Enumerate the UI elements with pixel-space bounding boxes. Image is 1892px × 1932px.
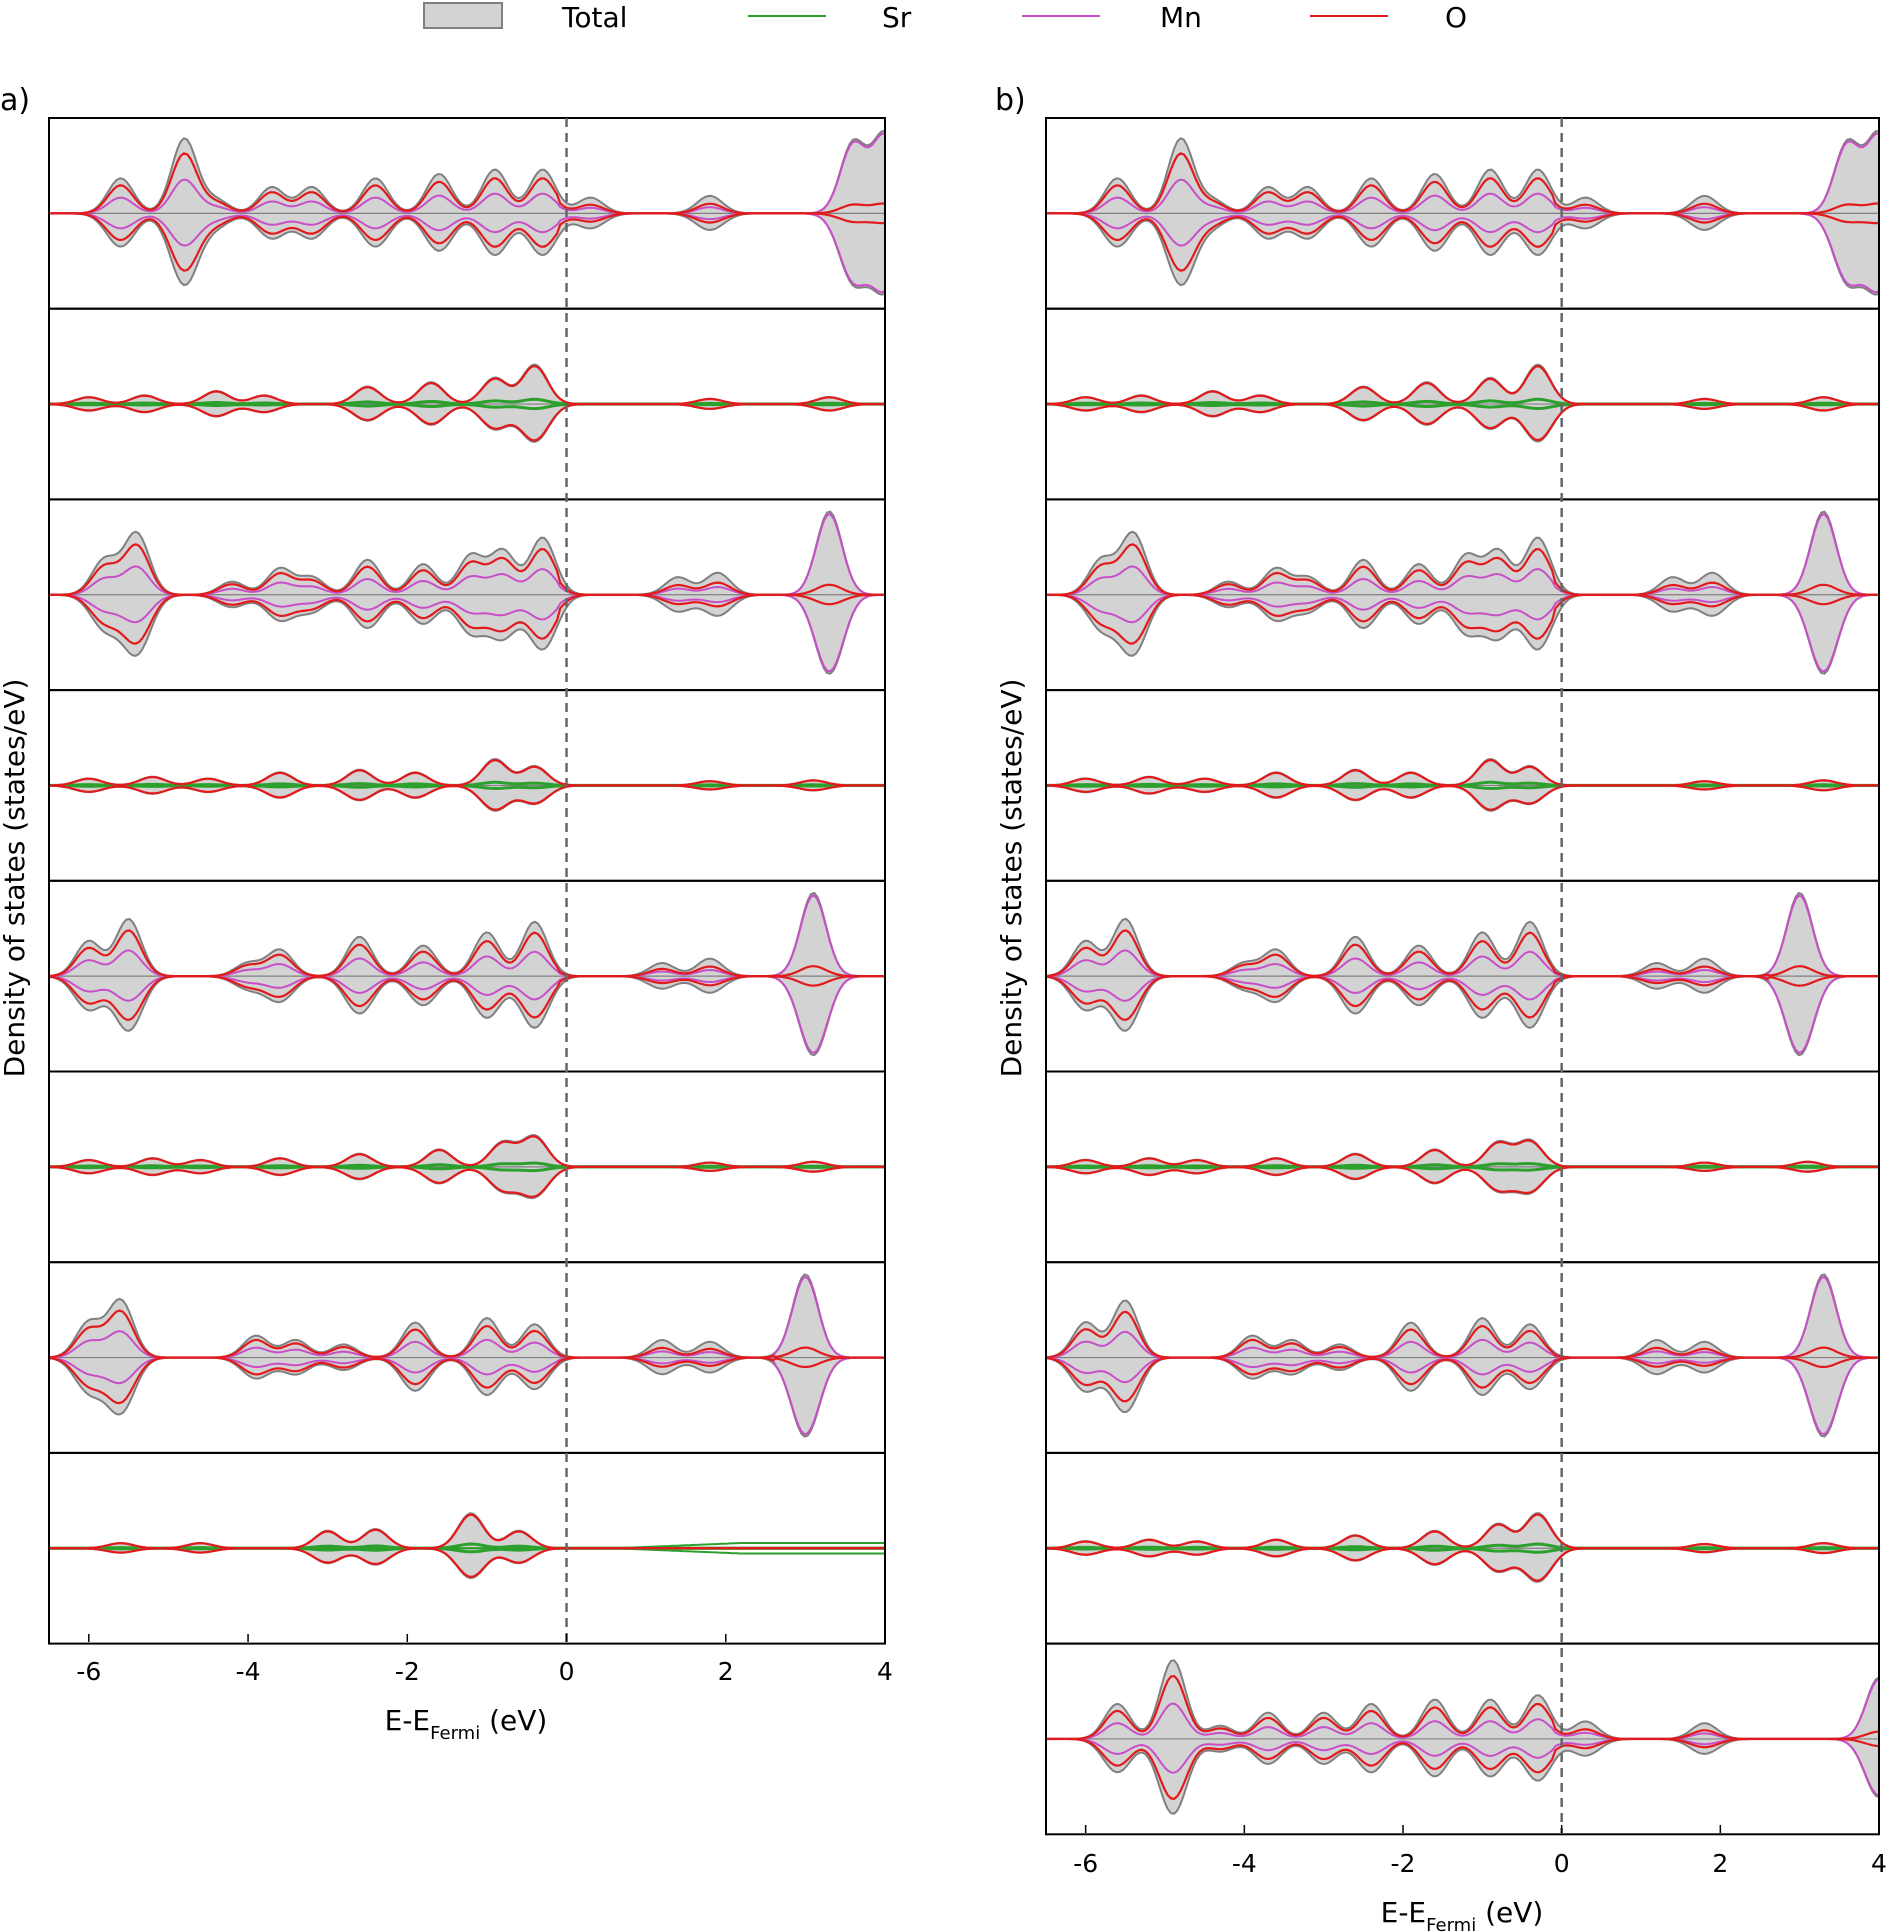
panel-a-xlabel-main: E-E — [385, 1704, 431, 1737]
panel-b-subplot-4-o-down — [1046, 784, 1879, 811]
panel-a-subplot-4-o-up — [49, 758, 885, 787]
panel-a-xlabel-sub: Fermi — [430, 1723, 480, 1744]
panel-b-subplot-2 — [1045, 307, 1880, 501]
panel-a-subplot-2-o-up — [49, 364, 885, 406]
panel-a-subplot-8 — [48, 1451, 886, 1645]
panel-b-ylabel: Density of states (states/eV) — [995, 679, 1028, 1078]
panel-b-xtick-label: -4 — [1232, 1849, 1257, 1878]
panel-a-subplot-7-total-area — [49, 1273, 885, 1438]
panel-b-subplot-6-o-up — [1046, 1139, 1879, 1168]
panel-a-xlabel-unit: (eV) — [480, 1704, 547, 1737]
legend-o-label: O — [1445, 1, 1467, 34]
panel-a-subplot-8-sr-metal-down — [49, 1547, 885, 1555]
panel-a-subplot-8-frame — [48, 1451, 886, 1645]
panel-a-xtick-label: 2 — [718, 1657, 734, 1686]
panel-b-subplot-9-total-area — [1046, 1659, 1879, 1815]
panel-b-subplot-7 — [1045, 1261, 1880, 1454]
panel-b-subplot-2-o-up — [1046, 365, 1879, 406]
panel-a-subplot-5-total-area — [49, 891, 885, 1057]
panel-a-subplot-3 — [48, 498, 886, 692]
panel-b-subplot-4 — [1045, 689, 1880, 882]
panel-a-xtick-label: -4 — [236, 1657, 261, 1686]
panel-b-xtick-label: -6 — [1073, 1849, 1098, 1878]
panel-b-subplot-5-total-area — [1046, 891, 1879, 1057]
panel-b-subplot-1-o-down — [1046, 212, 1879, 272]
panel-b-subplot-9 — [1045, 1642, 1880, 1836]
panel-b-xtick-label: 4 — [1871, 1849, 1887, 1878]
panel-a-subplot-7 — [48, 1261, 886, 1454]
panel-a-subplot-6 — [48, 1070, 886, 1264]
panel-a-subplot-2 — [48, 307, 886, 501]
panel-a-xtick-label: 4 — [877, 1657, 893, 1686]
panel-b-subplot-3-total-area — [1046, 510, 1879, 675]
panel-b-subplot-8-o-up — [1046, 1513, 1879, 1550]
panel-b-subplot-7-total-area — [1046, 1273, 1879, 1438]
panel-a-subplot-3-total-area — [49, 510, 885, 675]
legend-total-swatch — [423, 2, 503, 29]
panel-b-subplot-1 — [1045, 117, 1880, 310]
panel-b-subplot-5-o-down — [1046, 975, 1879, 1021]
panel-a-subplot-6-o-up — [49, 1135, 885, 1168]
panel-b-subplot-8 — [1045, 1451, 1880, 1645]
panel-a-subplot-1 — [48, 117, 886, 310]
panel-a-subplot-2-o-down — [49, 403, 885, 442]
panel-a-ylabel: Density of states (states/eV) — [0, 679, 31, 1078]
panel-b-xlabel-unit: (eV) — [1476, 1896, 1543, 1929]
panel-a-subplot-4-o-down — [49, 784, 885, 811]
legend-mn-label: Mn — [1160, 1, 1202, 34]
panel-b-subplot-7-o-down — [1046, 1356, 1879, 1403]
panel-a-subplot-7-o-down — [49, 1356, 885, 1405]
panel-b-subplot-3-o-down — [1046, 593, 1879, 645]
panel-b-xlabel: E-EFermi (eV) — [1381, 1896, 1544, 1932]
panel-b-plots: -6 -4 -2 0 2 4 — [1045, 117, 1887, 1878]
panel-a-subplot-6-o-down — [49, 1165, 885, 1199]
panel-b-subplot-9-frame — [1045, 1642, 1880, 1836]
legend-sr-label: Sr — [882, 1, 912, 34]
panel-b-subplot-6 — [1045, 1070, 1880, 1264]
panel-b-subplot-8-o-down — [1046, 1547, 1879, 1582]
panel-b-xtick-label: 2 — [1712, 1849, 1728, 1878]
panel-a-label: a) — [0, 83, 30, 118]
legend: Total Sr Mn O — [423, 1, 1467, 34]
panel-b-xlabel-sub: Fermi — [1426, 1915, 1476, 1932]
panel-b-xlabel-main: E-E — [1381, 1896, 1427, 1929]
panel-a-xtick-label: 0 — [559, 1657, 575, 1686]
panel-a-subplot-1-o-down — [49, 212, 885, 272]
panel-b-subplot-2-o-down — [1046, 403, 1879, 441]
panel-a-subplot-3-o-down — [49, 593, 885, 645]
panel-a-subplot-5 — [48, 879, 886, 1073]
panel-b-subplot-9-o-down — [1046, 1737, 1879, 1800]
panel-b-subplot-6-o-down — [1046, 1165, 1879, 1195]
panel-a-subplot-4 — [48, 689, 886, 882]
legend-total-label: Total — [561, 1, 627, 34]
panel-b-xtick-label: -2 — [1391, 1849, 1416, 1878]
panel-b-subplot-4-o-up — [1046, 758, 1879, 787]
panel-a-plots: -6 -4 -2 0 2 4 — [48, 117, 893, 1686]
panel-a-xlabel: E-EFermi (eV) — [385, 1704, 548, 1744]
panel-a-xtick-label: -2 — [395, 1657, 420, 1686]
panel-b-subplot-5 — [1045, 879, 1880, 1073]
panel-b-subplot-3 — [1045, 498, 1880, 692]
panel-b-label: b) — [995, 83, 1026, 118]
panel-a-subplot-8-o-down — [49, 1547, 885, 1579]
panel-b-xtick-label: 0 — [1554, 1849, 1570, 1878]
panel-a-subplot-5-o-down — [49, 975, 885, 1021]
panel-a-xtick-label: -6 — [76, 1657, 101, 1686]
